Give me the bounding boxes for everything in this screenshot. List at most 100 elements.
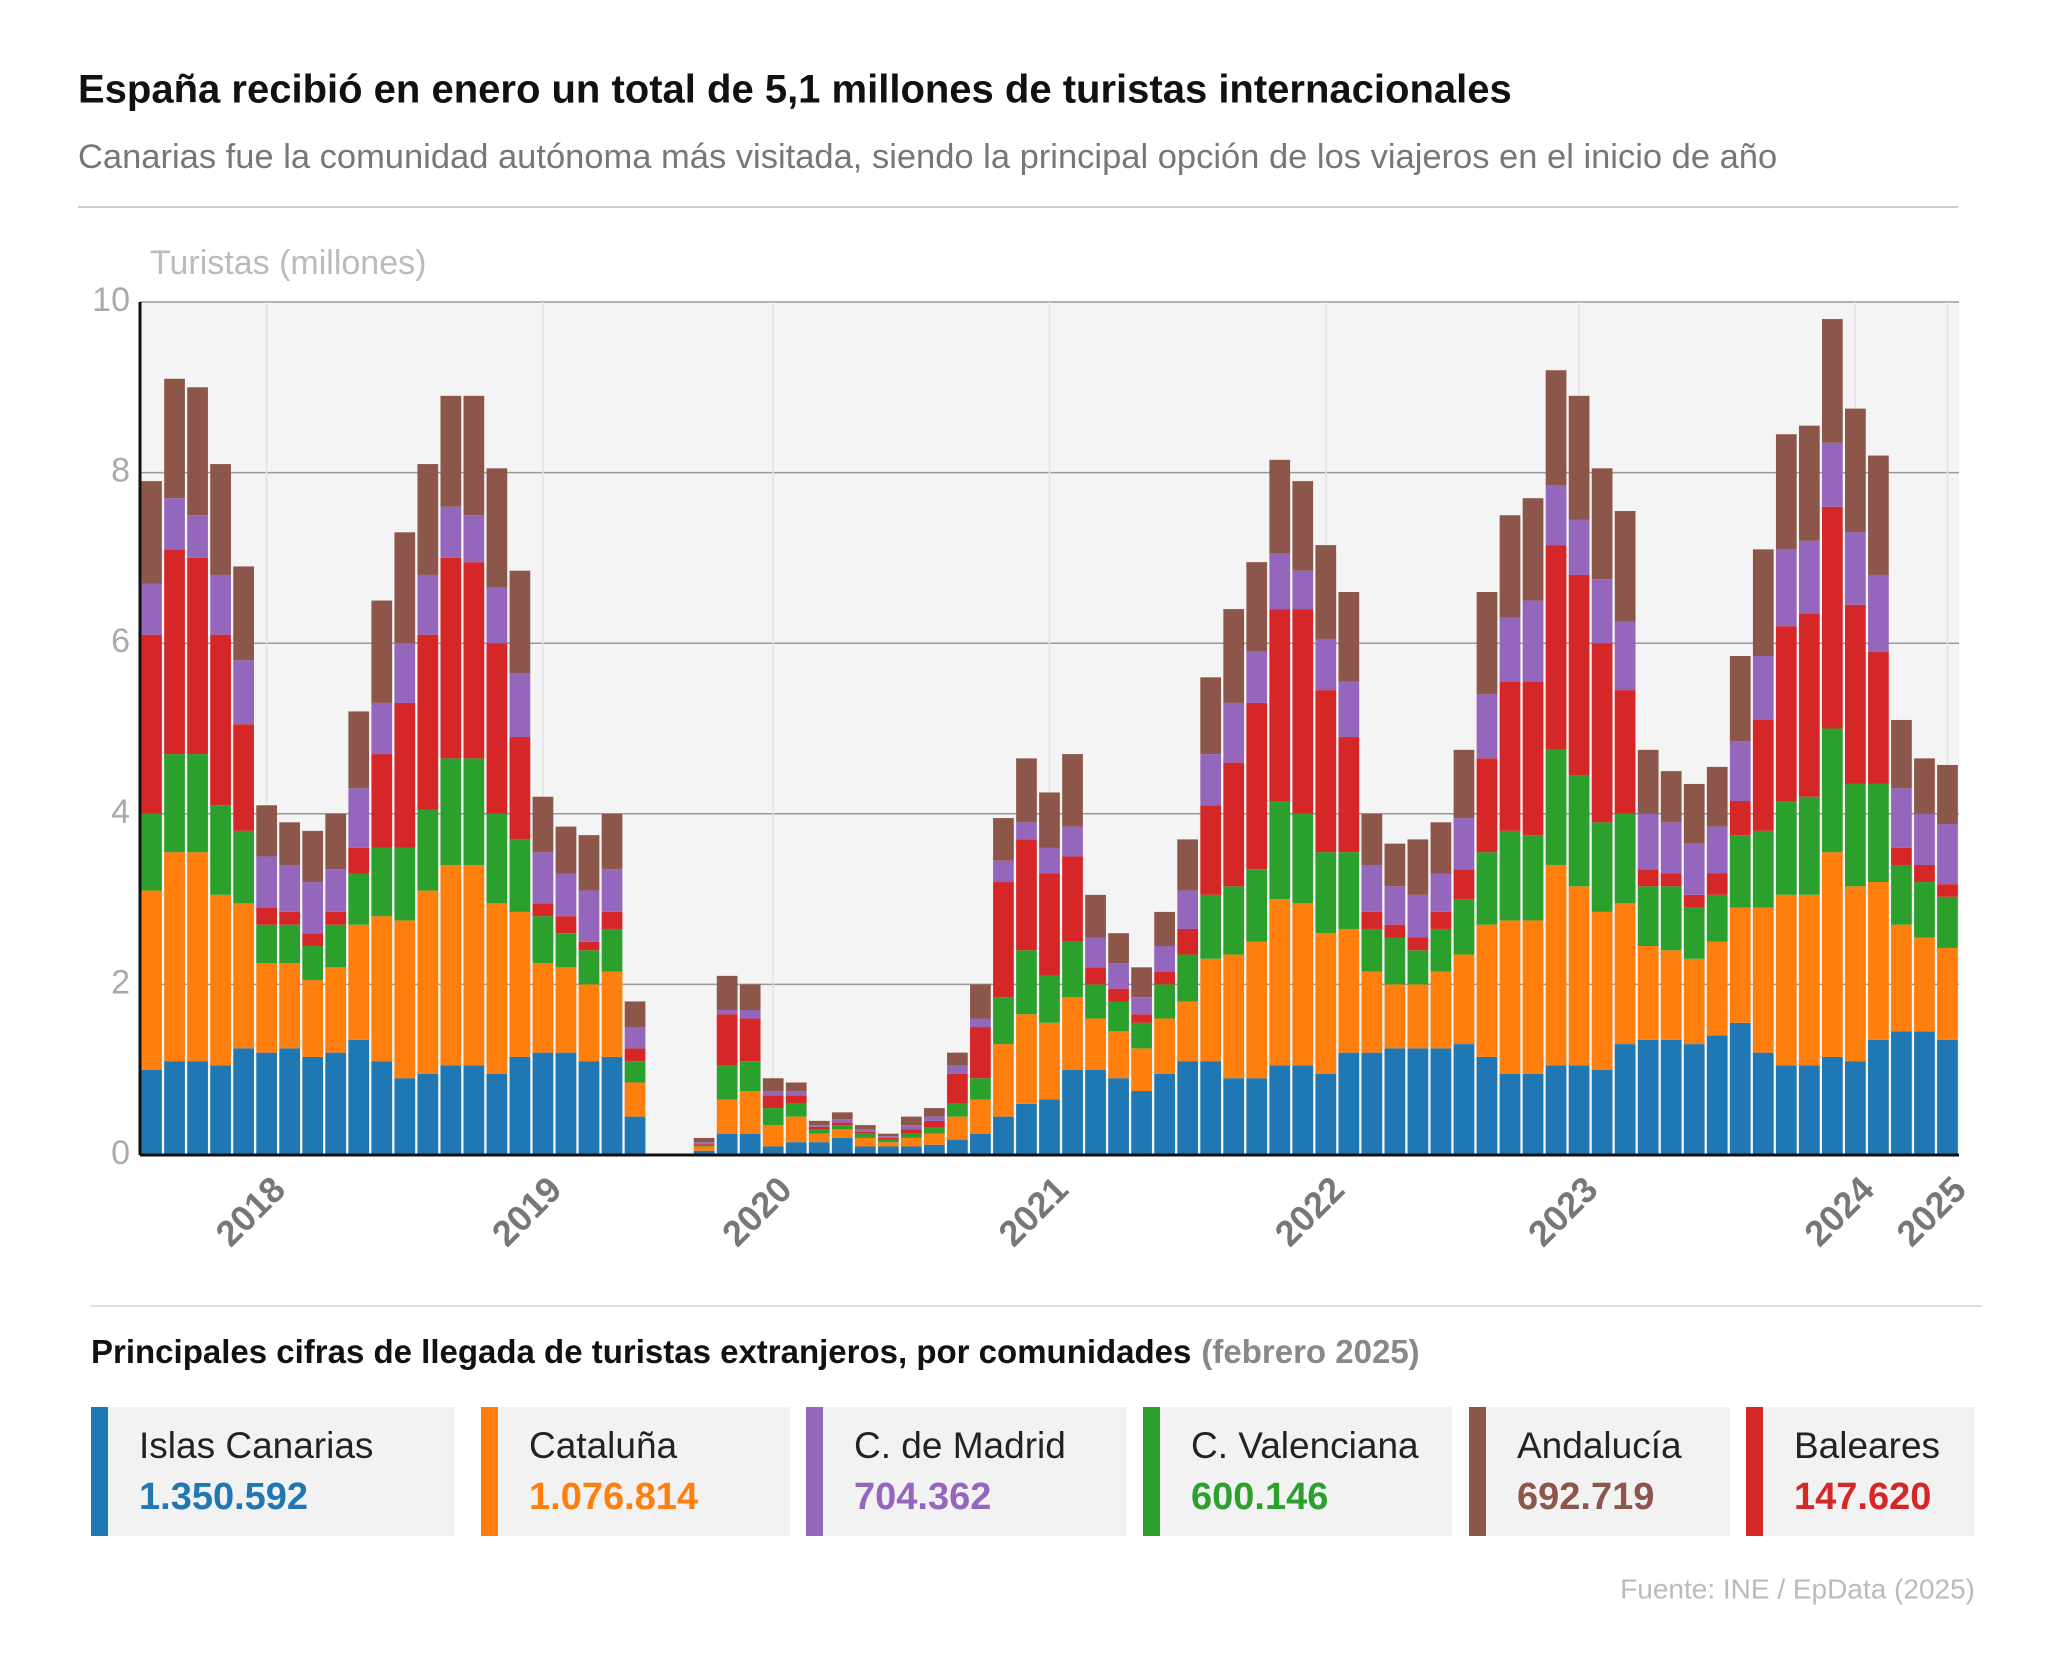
bar-segment: [1499, 515, 1521, 618]
bar-segment: [417, 574, 439, 635]
bar-segment: [233, 903, 254, 1049]
bar-segment: [1637, 886, 1659, 947]
bar-segment: [1637, 749, 1659, 814]
bar-segment: [440, 557, 462, 759]
bar-segment: [1729, 835, 1751, 908]
bar-segment: [256, 924, 278, 964]
bar-segment: [532, 903, 554, 917]
bar-segment: [1914, 758, 1935, 814]
bar-segment: [1177, 954, 1199, 1002]
bar-segment: [1269, 553, 1291, 610]
bar-segment: [302, 882, 324, 934]
bar-segment: [302, 933, 324, 947]
bar-segment: [831, 1137, 853, 1155]
bar-segment: [555, 1052, 577, 1155]
bar-segment: [1660, 771, 1682, 823]
bar-segment: [1453, 899, 1475, 955]
chart-title: España recibió en enero un total de 5,1 …: [78, 68, 1512, 112]
bar-segment: [325, 869, 347, 912]
bar-segment: [1614, 690, 1636, 814]
bar-segment: [947, 1103, 968, 1117]
bar-segment: [1108, 1078, 1129, 1155]
bar-segment: [187, 852, 208, 1062]
bar-segment: [1568, 519, 1590, 575]
bar-segment: [1798, 540, 1820, 614]
bar-segment: [1223, 1078, 1245, 1155]
bar-segment: [1545, 864, 1567, 1066]
bar-segment: [1845, 532, 1866, 605]
bar-segment: [1246, 941, 1268, 1079]
bar-segment: [555, 916, 577, 934]
bar-segment: [624, 1082, 646, 1117]
bar-segment: [164, 754, 185, 853]
bar-segment: [1660, 822, 1682, 874]
bar-segment: [1361, 928, 1383, 972]
card-color-bar: [1469, 1407, 1486, 1536]
bar-segment: [716, 1065, 738, 1100]
bar-segment: [1868, 455, 1889, 575]
bar-segment: [1914, 1031, 1935, 1155]
bar-segment: [187, 557, 208, 755]
bar-segment: [808, 1126, 830, 1130]
bar-segment: [1108, 988, 1129, 1002]
bar-segment: [1775, 626, 1797, 802]
bar-segment: [1085, 984, 1106, 1019]
bar-segment: [164, 549, 185, 755]
bar-segment: [1706, 1035, 1728, 1155]
bar-segment: [1315, 933, 1337, 1074]
bar-segment: [233, 1048, 254, 1155]
bar-segment: [1407, 894, 1429, 938]
bar-segment: [854, 1137, 876, 1147]
bar-segment: [1775, 1065, 1797, 1155]
summary-title: Principales cifras de llegada de turista…: [91, 1333, 1420, 1370]
bar-segment: [210, 894, 231, 1066]
bar-segment: [509, 839, 531, 912]
bar-segment: [1499, 920, 1521, 1074]
bar-segment: [1039, 873, 1060, 976]
bar-segment: [1430, 928, 1452, 972]
bar-segment: [1798, 613, 1820, 797]
bar-segment: [325, 924, 347, 968]
bar-segment: [302, 1056, 324, 1155]
bar-segment: [762, 1091, 784, 1096]
bar-segment: [716, 1133, 738, 1155]
bar-segment: [1476, 924, 1498, 1057]
bar-segment: [1545, 485, 1567, 546]
bar-segment: [348, 1039, 370, 1155]
bar-segment: [532, 916, 554, 964]
bar-segment: [1177, 928, 1199, 955]
bar-segment: [1891, 847, 1912, 865]
bar-segment: [1384, 984, 1406, 1049]
card-name: Cataluña: [529, 1425, 678, 1466]
bar-segment: [1752, 655, 1774, 720]
bar-segment: [924, 1133, 945, 1145]
bar-segment: [463, 562, 485, 759]
bar-segment: [325, 911, 347, 925]
bar-segment: [1660, 886, 1682, 951]
bar-segment: [1292, 1065, 1314, 1155]
bar-segment: [1775, 434, 1797, 550]
card-background: [806, 1407, 1127, 1536]
bar-segment: [1914, 882, 1935, 938]
bar-segment: [1522, 920, 1544, 1074]
bar-segment: [947, 1139, 968, 1155]
bar-segment: [1062, 826, 1083, 857]
bar-segment: [739, 1091, 761, 1134]
bar-segment: [1361, 864, 1383, 912]
bar-segment: [1016, 839, 1037, 951]
bar-segment: [854, 1146, 876, 1155]
bar-segment: [1845, 783, 1866, 887]
bar-segment: [947, 1065, 968, 1074]
bar-segment: [1752, 719, 1774, 831]
bar-segment: [877, 1142, 899, 1147]
bar-segment: [924, 1127, 945, 1134]
bar-segment: [1338, 928, 1360, 1053]
bar-segment: [440, 506, 462, 558]
bar-segment: [1453, 954, 1475, 1045]
bar-segment: [1062, 941, 1083, 998]
bar-segment: [993, 818, 1014, 861]
bar-segment: [302, 946, 324, 981]
bar-segment: [394, 702, 416, 848]
card-color-bar: [1746, 1407, 1763, 1536]
